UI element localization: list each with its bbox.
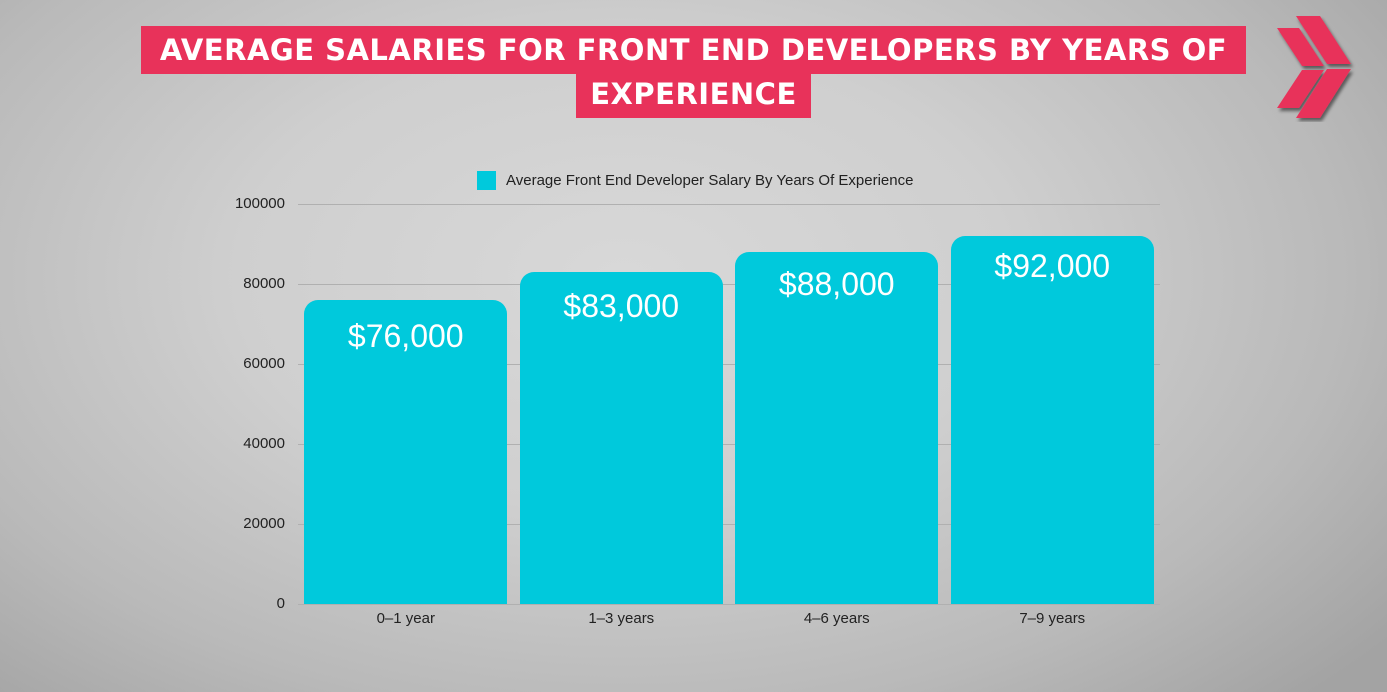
bar-value-label: $92,000 — [994, 248, 1111, 284]
chart-title-line-1: AVERAGE SALARIES FOR FRONT END DEVELOPER… — [141, 26, 1246, 74]
x-tick-label: 7–9 years — [1019, 610, 1086, 627]
gridline — [298, 604, 1160, 605]
y-tick-label: 0 — [276, 595, 285, 612]
x-tick-label: 4–6 years — [803, 610, 870, 627]
bar-value-label: $88,000 — [778, 266, 895, 302]
y-tick-label: 100000 — [234, 195, 285, 212]
legend-swatch — [477, 170, 496, 190]
gridline — [298, 444, 1160, 445]
gridline — [298, 284, 1160, 285]
legend-label: Average Front End Developer Salary By Ye… — [506, 171, 914, 189]
gridline — [298, 364, 1160, 365]
bar: $92,000 — [950, 236, 1154, 604]
bar-value-label: $83,000 — [563, 288, 680, 324]
chart-legend: Average Front End Developer Salary By Ye… — [477, 169, 913, 191]
bar: $83,000 — [519, 272, 723, 604]
bar: $88,000 — [735, 252, 939, 604]
plot-area: $76,000 $83,000 $88,000 $92,000 — [298, 204, 1160, 605]
bar-value-label: $76,000 — [347, 318, 464, 354]
gridline — [298, 524, 1160, 525]
y-tick-label: 60000 — [243, 355, 285, 372]
x-tick-label: 0–1 year — [376, 610, 435, 627]
double-chevron-right-icon — [1277, 16, 1351, 118]
x-tick-label: 1–3 years — [588, 610, 655, 627]
gridline — [298, 204, 1160, 205]
y-tick-label: 20000 — [243, 515, 285, 532]
chart-title-line-2: EXPERIENCE — [576, 73, 811, 118]
bar: $76,000 — [304, 300, 508, 604]
y-tick-label: 80000 — [243, 275, 285, 292]
y-tick-label: 40000 — [243, 435, 285, 452]
